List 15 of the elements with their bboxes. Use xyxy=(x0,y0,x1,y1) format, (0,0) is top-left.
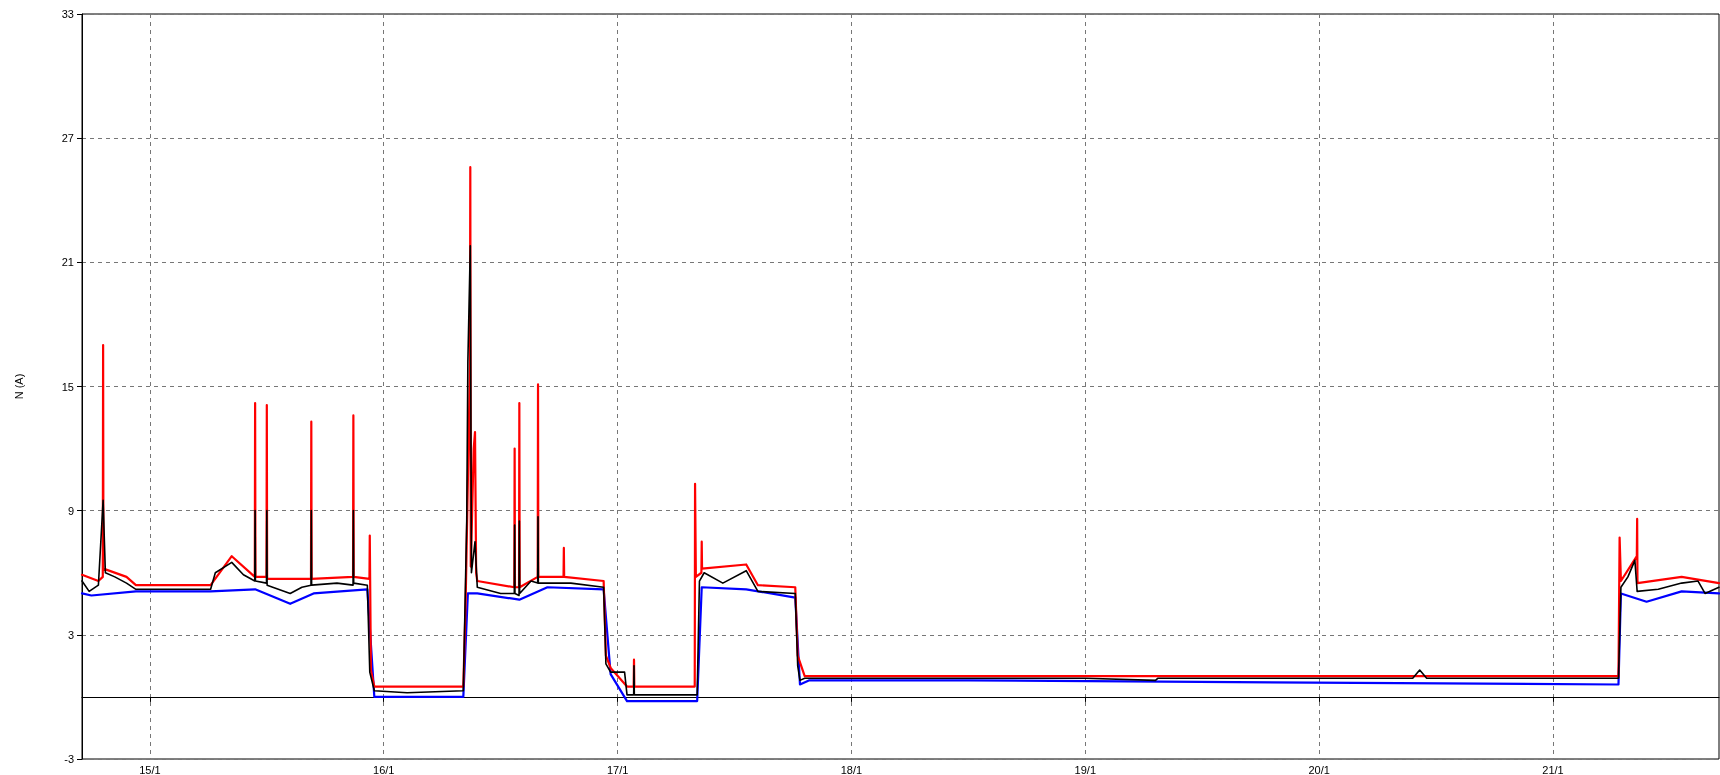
y-tick-label: 27 xyxy=(61,132,74,145)
x-tick-label: 18/1 xyxy=(840,763,863,775)
y-tick-label: 21 xyxy=(61,256,74,269)
y-tick-label: 3 xyxy=(67,628,74,641)
x-tick-label: 21/1 xyxy=(1542,763,1564,775)
y-tick-label: 33 xyxy=(61,8,74,20)
y-tick-label: 15 xyxy=(61,380,74,393)
x-tick-label: 20/1 xyxy=(1308,763,1330,775)
y-tick-label: -3 xyxy=(64,753,74,765)
y-axis-title: N (A) xyxy=(12,373,25,400)
x-tick-label: 19/1 xyxy=(1074,763,1097,775)
y-tick-label: 9 xyxy=(67,504,74,517)
x-tick-label: 17/1 xyxy=(606,763,629,775)
x-tick-label: 16/1 xyxy=(373,763,395,775)
x-tick-label: 15/1 xyxy=(139,763,161,775)
